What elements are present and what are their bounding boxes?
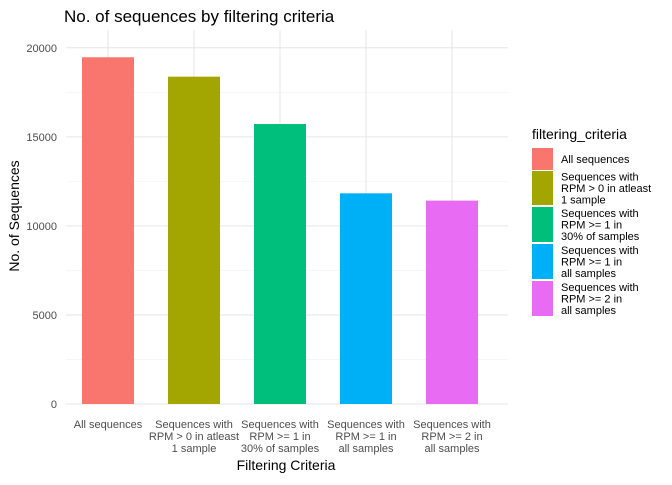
bars xyxy=(82,57,478,405)
bar xyxy=(254,124,306,404)
legend-key xyxy=(532,171,553,205)
y-tick-label: 20000 xyxy=(26,43,57,55)
chart-title: No. of sequences by filtering criteria xyxy=(64,7,335,26)
legend-label: Sequences with RPM >= 1 in 30% of samples xyxy=(561,208,640,243)
y-axis-label: No. of Sequences xyxy=(6,160,22,271)
x-tick-label: Sequences with RPM >= 1 in all samples xyxy=(327,419,405,455)
x-axis-ticks: All sequences Sequences with RPM > 0 in at… xyxy=(74,419,491,455)
legend-key xyxy=(532,207,553,242)
x-tick-label: Sequences with RPM >= 2 in all samples xyxy=(413,419,491,455)
legend-key xyxy=(532,148,553,170)
y-tick-label: 10000 xyxy=(26,221,57,233)
legend: filtering_criteria All sequences Sequence… xyxy=(532,126,651,317)
legend-key xyxy=(532,244,553,279)
bar xyxy=(426,200,478,404)
legend-label: All sequences xyxy=(561,154,630,166)
legend-label: Sequences with RPM > 0 in atleast 1 sample xyxy=(561,172,651,207)
legend-label: Sequences with RPM >= 2 in all samples xyxy=(561,282,639,317)
legend-items: All sequences Sequences with RPM > 0 in at… xyxy=(532,148,651,317)
x-tick-label: Sequences with RPM >= 1 in 30% of samples xyxy=(241,419,320,455)
x-tick-label: All sequences xyxy=(74,419,143,431)
y-tick-label: 15000 xyxy=(26,132,57,144)
bar xyxy=(168,76,220,404)
y-tick-label: 5000 xyxy=(33,310,57,322)
y-axis-ticks: 0 5000 10000 15000 20000 xyxy=(26,43,57,411)
legend-label: Sequences with RPM >= 1 in all samples xyxy=(561,245,639,280)
legend-key xyxy=(532,281,553,316)
bar xyxy=(82,57,134,405)
bar xyxy=(340,193,392,404)
x-axis-label: Filtering Criteria xyxy=(237,457,336,473)
legend-title: filtering_criteria xyxy=(532,126,627,142)
x-tick-label: Sequences with RPM > 0 in atleast 1 sample xyxy=(149,419,239,455)
y-tick-label: 0 xyxy=(51,399,57,411)
